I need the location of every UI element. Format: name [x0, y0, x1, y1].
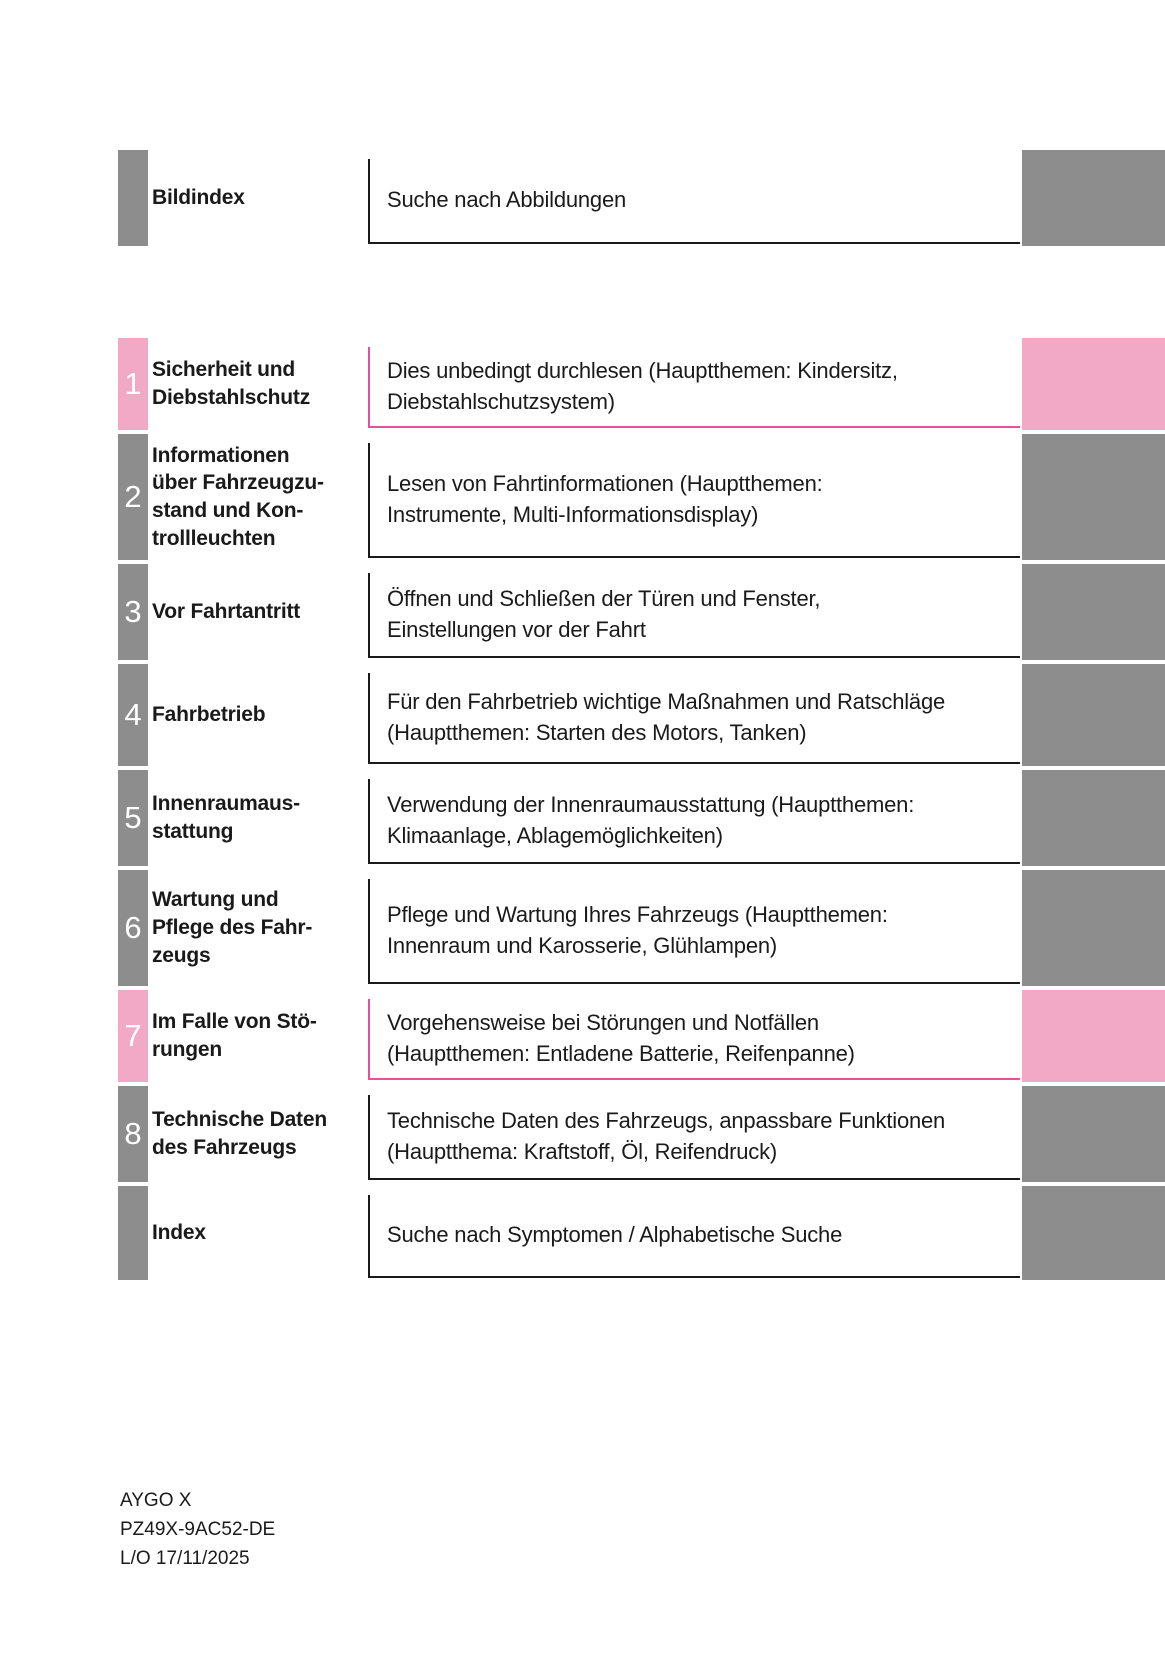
- thumb-index-block: [1022, 150, 1165, 246]
- toc-rows: Bildindex Suche nach Abbildungen 1 Siche…: [0, 150, 1165, 1280]
- chapter-description-box: Suche nach Symptomen / Alphabetische Suc…: [368, 1195, 1020, 1278]
- chapter-description-box: Pflege und Wartung Ihres Fahrzeugs (Haup…: [368, 879, 1020, 984]
- toc-row-3: 3 Vor Fahrtantritt Öffnen und Schließen …: [0, 564, 1165, 660]
- toc-row-bildindex: Bildindex Suche nach Abbildungen: [0, 150, 1165, 246]
- footer-layout-date: L/O 17/11/2025: [120, 1548, 250, 1569]
- thumb-index-block: [1022, 664, 1165, 766]
- chapter-title: Fahrbetrieb: [152, 703, 266, 727]
- chapter-title: Index: [152, 1221, 206, 1245]
- thumb-index-block: [1022, 338, 1165, 430]
- chapter-title: Im Falle von Stö- rungen: [152, 1010, 317, 1061]
- chapter-title: Technische Daten des Fahrzeugs: [152, 1108, 327, 1159]
- toc-row-5: 5 Innenraumaus- stattung Verwendung der …: [0, 770, 1165, 866]
- chapter-number-tab: [118, 1186, 148, 1280]
- toc-row-6: 6 Wartung und Pflege des Fahr- zeugs Pfl…: [0, 870, 1165, 986]
- toc-row-index: Index Suche nach Symptomen / Alphabetisc…: [0, 1186, 1165, 1280]
- toc-row-7: 7 Im Falle von Stö- rungen Vorgehensweis…: [0, 990, 1165, 1082]
- chapter-number-tab: 3: [118, 564, 148, 660]
- footer: AYGO X PZ49X-9AC52-DE L/O 17/11/2025: [120, 1486, 275, 1573]
- chapter-description-box: Öffnen und Schließen der Türen und Fenst…: [368, 573, 1020, 658]
- thumb-index-block: [1022, 990, 1165, 1082]
- thumb-index-block: [1022, 1086, 1165, 1182]
- toc-row-1: 1 Sicherheit und Diebstahlschutz Dies un…: [0, 338, 1165, 430]
- chapter-title: Informationen über Fahrzeugzu- stand und…: [152, 443, 324, 550]
- footer-part-number: PZ49X-9AC52-DE: [120, 1519, 276, 1540]
- chapter-title: Sicherheit und Diebstahlschutz: [152, 358, 311, 409]
- toc-row-4: 4 Fahrbetrieb Für den Fahrbetrieb wichti…: [0, 664, 1165, 766]
- chapter-title: Innenraumaus- stattung: [152, 792, 300, 843]
- chapter-number-tab: 5: [118, 770, 148, 866]
- chapter-number-tab: 4: [118, 664, 148, 766]
- chapter-number-tab: 1: [118, 338, 148, 430]
- thumb-index-block: [1022, 870, 1165, 986]
- chapter-description-box: Technische Daten des Fahrzeugs, anpassba…: [368, 1095, 1020, 1180]
- chapter-description-box: Für den Fahrbetrieb wichtige Maßnahmen u…: [368, 673, 1020, 764]
- toc-row-8: 8 Technische Daten des Fahrzeugs Technis…: [0, 1086, 1165, 1182]
- chapter-number-tab: 7: [118, 990, 148, 1082]
- chapter-number-tab: 2: [118, 434, 148, 560]
- footer-model: AYGO X: [120, 1490, 192, 1511]
- thumb-index-block: [1022, 564, 1165, 660]
- chapter-title: Bildindex: [152, 186, 245, 210]
- thumb-index-block: [1022, 434, 1165, 560]
- chapter-description-box: Lesen von Fahrtinformationen (Haupttheme…: [368, 443, 1020, 558]
- toc-row-2: 2 Informationen über Fahrzeugzu- stand u…: [0, 434, 1165, 560]
- chapter-description-box: Vorgehensweise bei Störungen und Notfäll…: [368, 999, 1020, 1080]
- chapter-number-tab: [118, 150, 148, 246]
- chapter-number-tab: 8: [118, 1086, 148, 1182]
- chapter-description-box: Dies unbedingt durchlesen (Hauptthemen: …: [368, 347, 1020, 428]
- chapter-title: Wartung und Pflege des Fahr- zeugs: [152, 888, 313, 967]
- chapter-description-box: Verwendung der Innenraumausstattung (Hau…: [368, 779, 1020, 864]
- thumb-index-block: [1022, 1186, 1165, 1280]
- thumb-index-block: [1022, 770, 1165, 866]
- chapter-title: Vor Fahrtantritt: [152, 600, 301, 624]
- chapter-description-box: Suche nach Abbildungen: [368, 159, 1020, 244]
- chapter-number-tab: 6: [118, 870, 148, 986]
